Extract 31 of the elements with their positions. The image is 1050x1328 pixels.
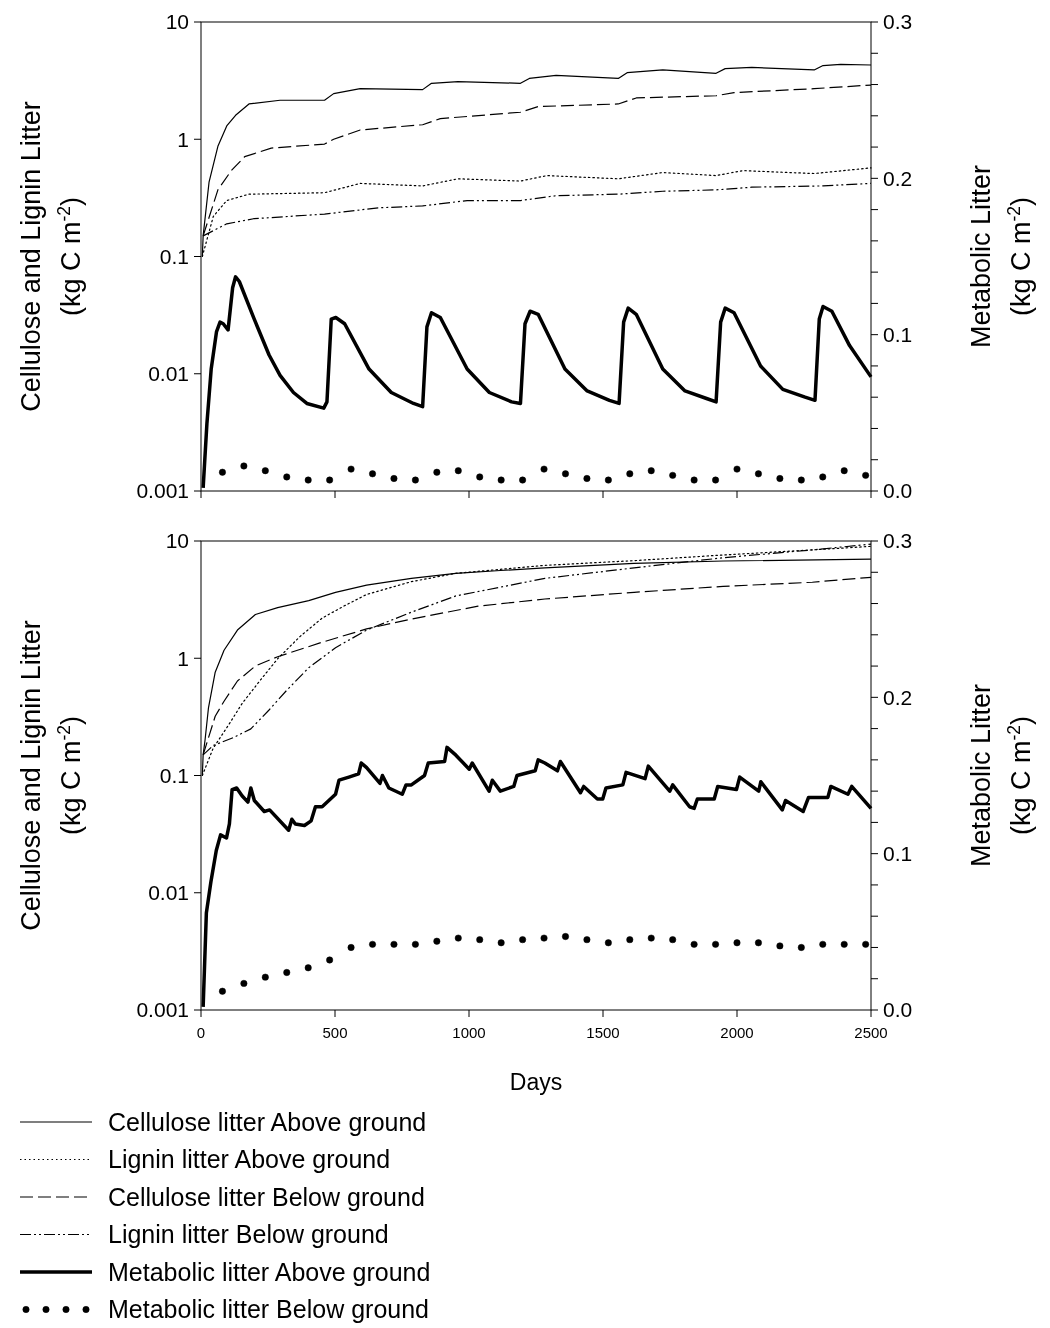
legend-label: Lignin litter Below ground (108, 1220, 389, 1249)
x-axis-title: Days (509, 1069, 563, 1095)
y-tick-label: 0.01 (148, 362, 189, 386)
y2-tick-label: 0.0 (883, 998, 913, 1022)
y2-tick-label: 0.3 (883, 10, 913, 34)
legend-label: Cellulose litter Below ground (108, 1182, 425, 1211)
y-tick-label: 10 (165, 10, 189, 34)
x-tick-label: 2500 (854, 1024, 888, 1041)
y-tick-label: 0.001 (136, 479, 189, 503)
x-tick-label: 500 (322, 1024, 348, 1041)
x-tick-label: 0 (196, 1024, 206, 1041)
x-tick-label: 1000 (452, 1024, 486, 1041)
y-tick-label: 0.1 (159, 763, 189, 787)
legend-label: Lignin litter Above ground (108, 1145, 391, 1174)
y-tick-label: 1 (177, 127, 189, 151)
y-tick-label: 10 (165, 529, 189, 553)
legend-label: Metabolic litter Above ground (108, 1257, 431, 1286)
x-tick-label: 2000 (720, 1024, 754, 1041)
y2-tick-label: 0.1 (883, 323, 913, 347)
y2-tick-label: 0.0 (883, 479, 913, 503)
y-tick-label: 1 (177, 646, 189, 670)
y-tick-label: 0.01 (148, 881, 189, 905)
y2-tick-label: 0.1 (883, 842, 913, 866)
legend-label: Cellulose litter Above ground (108, 1107, 427, 1136)
y-tick-label: 0.1 (159, 244, 189, 268)
x-tick-label: 1500 (586, 1024, 620, 1041)
y-tick-label: 0.001 (136, 998, 189, 1022)
legend-label: Metabolic litter Below ground (108, 1295, 429, 1324)
y2-tick-label: 0.3 (883, 529, 913, 553)
y2-tick-label: 0.2 (883, 166, 913, 190)
y2-tick-label: 0.2 (883, 685, 913, 709)
